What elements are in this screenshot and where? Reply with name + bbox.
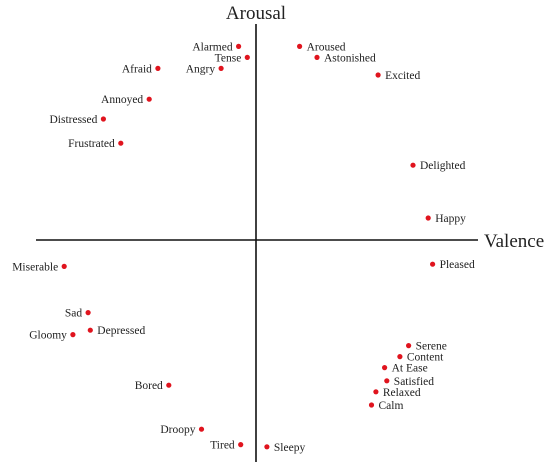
point-marker	[238, 442, 244, 448]
point-marker	[198, 426, 205, 432]
data-point: Afraid	[122, 63, 161, 75]
data-point: Sad	[65, 308, 91, 320]
point-label: Calm	[379, 400, 404, 412]
point-marker	[430, 261, 436, 267]
point-marker	[373, 389, 379, 395]
data-point: Sleepy	[264, 442, 305, 454]
point-label: Excited	[385, 70, 420, 82]
data-point: Relaxed	[373, 387, 421, 399]
point-marker	[384, 378, 390, 384]
point-label: Delighted	[420, 160, 466, 172]
point-label: Gloomy	[29, 330, 67, 342]
point-label: Tense	[215, 52, 242, 64]
point-marker	[410, 162, 416, 168]
point-marker	[70, 332, 76, 338]
data-point: Calm	[368, 400, 404, 412]
point-marker	[155, 65, 161, 71]
data-point: Tense	[215, 52, 250, 64]
data-point: Angry	[186, 63, 224, 75]
point-label: Bored	[135, 380, 163, 392]
point-label: Content	[407, 352, 444, 364]
point-marker	[382, 365, 388, 371]
data-point: Annoyed	[101, 94, 152, 106]
point-label: Frustrated	[68, 138, 115, 150]
data-point: Droopy	[160, 424, 205, 436]
point-label: Depressed	[97, 325, 145, 337]
point-marker	[146, 96, 152, 102]
point-label: Distressed	[49, 114, 97, 126]
point-label: Tired	[210, 440, 235, 452]
data-point: Delighted	[410, 160, 466, 172]
point-marker	[375, 72, 381, 78]
point-label: Angry	[186, 63, 216, 75]
data-point: Gloomy	[29, 330, 76, 342]
point-marker	[166, 382, 172, 388]
data-point: Distressed	[49, 114, 106, 126]
y-axis-title: Arousal	[226, 3, 286, 24]
data-point: Astonished	[314, 52, 376, 64]
point-marker	[218, 65, 224, 71]
point-marker	[244, 54, 250, 61]
point-marker	[100, 116, 106, 122]
point-marker	[397, 354, 403, 360]
point-label: Alarmed	[192, 41, 232, 53]
x-axis-title: Valence	[484, 231, 544, 252]
data-point: Serene	[406, 341, 447, 353]
data-point: Alarmed	[192, 41, 242, 53]
data-point: Depressed	[87, 325, 145, 337]
data-point: Tired	[210, 440, 244, 452]
point-marker	[85, 310, 91, 316]
point-label: Sad	[65, 308, 83, 320]
point-marker	[368, 402, 375, 408]
point-label: Annoyed	[101, 94, 143, 106]
point-marker	[118, 140, 124, 146]
point-label: Satisfied	[394, 376, 434, 388]
point-marker	[264, 444, 270, 450]
data-point: Miserable	[12, 261, 67, 273]
point-marker	[314, 54, 320, 61]
point-label: Happy	[435, 213, 466, 225]
data-point: Bored	[135, 380, 172, 392]
point-marker	[406, 343, 412, 349]
data-point: Frustrated	[68, 138, 124, 150]
point-label: Miserable	[12, 261, 58, 273]
point-label: Aroused	[307, 41, 346, 53]
point-label: Droopy	[160, 424, 195, 436]
point-label: Relaxed	[383, 387, 421, 399]
data-point: Excited	[375, 70, 420, 82]
point-label: Serene	[416, 341, 447, 353]
data-point: Happy	[425, 213, 466, 225]
data-point: Aroused	[297, 41, 346, 53]
point-marker	[425, 215, 431, 221]
point-marker	[87, 327, 93, 333]
data-point: Content	[397, 352, 444, 364]
data-point: Pleased	[430, 259, 475, 271]
point-label: At Ease	[392, 363, 428, 375]
point-marker	[61, 263, 67, 269]
point-label: Astonished	[324, 52, 376, 64]
point-marker	[297, 43, 303, 50]
data-point: At Ease	[382, 363, 428, 375]
point-label: Sleepy	[274, 442, 306, 454]
data-point: Satisfied	[384, 376, 434, 388]
point-label: Afraid	[122, 63, 152, 75]
point-label: Pleased	[440, 259, 475, 271]
point-marker	[236, 43, 242, 50]
